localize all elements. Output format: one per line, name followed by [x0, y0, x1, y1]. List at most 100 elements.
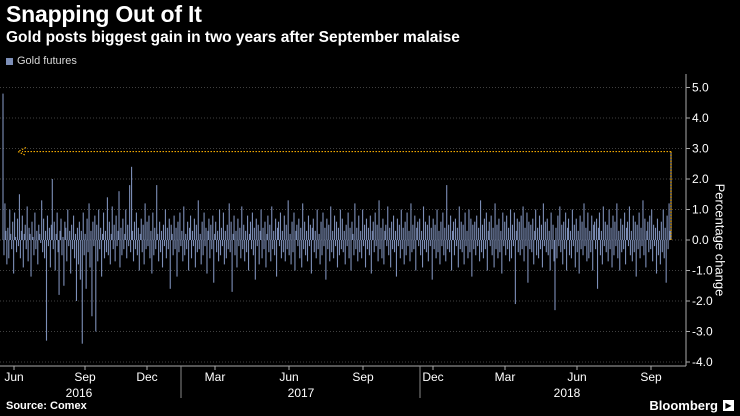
- gold-futures-bar: [519, 240, 521, 256]
- gold-futures-bar: [382, 218, 384, 240]
- gold-futures-bar: [104, 230, 107, 240]
- gold-futures-bar: [448, 224, 450, 240]
- gold-futures-bar: [407, 240, 409, 247]
- gold-futures-bar: [304, 221, 306, 240]
- gold-futures-bar: [526, 212, 528, 240]
- gold-futures-bar: [551, 240, 553, 250]
- gold-futures-bar: [396, 218, 398, 240]
- gold-futures-bar: [372, 221, 374, 240]
- gold-futures-bar: [595, 240, 597, 250]
- gold-futures-bar: [370, 240, 372, 274]
- gold-futures-bar: [483, 218, 485, 240]
- x-tick-label: Mar: [205, 370, 226, 384]
- gold-futures-bar: [488, 221, 490, 240]
- gold-futures-bar: [667, 240, 669, 250]
- gold-futures-bar: [409, 240, 411, 262]
- source-note: Source: Comex: [6, 400, 87, 412]
- gold-futures-bar: [51, 179, 53, 240]
- gold-futures-bar: [582, 240, 584, 256]
- gold-futures-bar: [524, 227, 526, 240]
- gold-futures-bar: [266, 233, 268, 240]
- gold-futures-bar: [321, 240, 323, 256]
- gold-futures-bar: [300, 227, 302, 240]
- gold-futures-bar: [505, 240, 507, 256]
- gold-futures-bar: [444, 227, 446, 240]
- gold-futures-bar: [142, 224, 144, 240]
- gold-futures-bar: [28, 227, 30, 240]
- gold-futures-bar: [446, 185, 448, 240]
- gold-futures-bar: [317, 240, 319, 250]
- gold-futures-bar: [58, 240, 60, 295]
- gold-futures-bar: [272, 240, 274, 250]
- gold-futures-bar: [27, 240, 29, 262]
- gold-futures-bar: [470, 218, 472, 240]
- gold-futures-bar: [92, 221, 94, 240]
- gold-futures-bar: [223, 240, 225, 265]
- gold-futures-bar: [103, 240, 106, 259]
- gold-futures-bar: [55, 233, 57, 240]
- gold-futures-bar: [451, 240, 453, 271]
- gold-futures-bar: [64, 221, 66, 240]
- gold-futures-bar: [134, 240, 136, 250]
- gold-futures-bar: [182, 240, 184, 262]
- gold-futures-bar: [525, 240, 527, 247]
- gold-futures-bar: [315, 240, 317, 259]
- gold-futures-bar: [439, 240, 441, 265]
- gold-futures-bar: [255, 218, 257, 240]
- gold-futures-bar: [237, 218, 239, 240]
- gold-futures-bar: [538, 240, 540, 259]
- gold-futures-bar: [648, 240, 650, 253]
- gold-futures-bar: [180, 240, 182, 247]
- gold-futures-bar: [277, 227, 279, 240]
- gold-futures-bar: [42, 240, 44, 253]
- gold-futures-bar: [45, 240, 48, 341]
- gold-futures-bar: [204, 240, 206, 247]
- gold-futures-bar: [53, 221, 55, 240]
- gold-futures-bar: [581, 221, 583, 240]
- gold-futures-bar: [299, 240, 301, 259]
- gold-futures-bar: [171, 233, 173, 240]
- gold-futures-bar: [556, 240, 558, 259]
- gold-futures-bar: [628, 206, 630, 240]
- gold-futures-bar: [622, 224, 624, 240]
- gold-futures-bar: [66, 240, 68, 262]
- gold-futures-bar: [81, 240, 83, 344]
- gold-futures-bar: [458, 206, 460, 240]
- gold-futures-bar: [63, 240, 65, 286]
- gold-futures-bar: [471, 240, 473, 277]
- gold-futures-bar: [454, 218, 456, 240]
- gold-futures-bar: [661, 240, 663, 253]
- gold-futures-bar: [378, 200, 380, 240]
- gold-futures-bar: [98, 209, 100, 240]
- gold-futures-bar: [518, 221, 520, 240]
- gold-futures-bar: [47, 240, 49, 247]
- gold-futures-bar: [73, 240, 76, 259]
- gold-futures-bar: [449, 240, 451, 253]
- gold-futures-bar: [623, 240, 625, 250]
- gold-futures-bar: [574, 240, 576, 268]
- gold-futures-bar: [393, 215, 395, 240]
- gold-futures-bar: [563, 221, 565, 240]
- bloomberg-terminal-icon: ▶: [723, 400, 734, 411]
- gold-futures-bar: [510, 240, 513, 259]
- gold-futures-bar: [668, 203, 670, 240]
- gold-futures-bar: [480, 200, 482, 240]
- gold-futures-bar: [172, 240, 174, 256]
- y-tick-label: -4.0: [692, 355, 713, 369]
- gold-futures-bar: [616, 203, 618, 240]
- gold-futures-bar: [625, 227, 628, 240]
- y-tick-label: 0.0: [692, 233, 709, 247]
- gold-futures-bar: [16, 218, 19, 240]
- gold-futures-bar: [351, 221, 353, 240]
- gold-futures-bar: [606, 224, 608, 240]
- gold-futures-bar: [147, 240, 149, 247]
- gold-futures-bar: [308, 240, 310, 247]
- gold-futures-bar: [418, 240, 420, 247]
- gold-futures-bar: [584, 240, 586, 247]
- gold-futures-bar: [6, 240, 8, 265]
- gold-futures-bar: [530, 224, 532, 240]
- gold-futures-bar: [632, 215, 634, 240]
- gold-futures-bar: [206, 240, 208, 274]
- gold-futures-bar: [190, 240, 193, 259]
- gold-futures-bar: [359, 240, 361, 253]
